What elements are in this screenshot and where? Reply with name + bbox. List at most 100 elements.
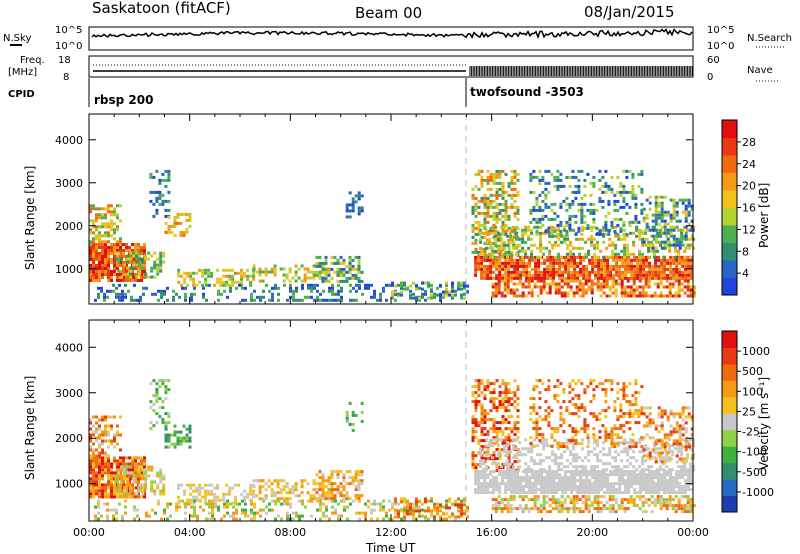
scatter-cell bbox=[522, 258, 526, 262]
scatter-cell bbox=[424, 517, 427, 521]
scatter-cell bbox=[611, 282, 615, 286]
scatter-cell bbox=[157, 502, 160, 506]
scatter-cell bbox=[474, 196, 478, 200]
scatter-cell bbox=[660, 258, 664, 262]
scatter-cell bbox=[678, 488, 682, 492]
scatter-cell bbox=[113, 471, 116, 475]
scatter-cell bbox=[216, 277, 220, 281]
scatter-cell bbox=[177, 495, 181, 499]
scatter-cell bbox=[312, 488, 316, 492]
scatter-cell bbox=[116, 433, 119, 437]
scatter-cell bbox=[654, 201, 658, 205]
scatter-cell bbox=[513, 379, 517, 383]
scatter-cell bbox=[333, 494, 337, 498]
scatter-cell bbox=[569, 279, 573, 283]
scatter-cell bbox=[318, 264, 322, 268]
scatter-cell bbox=[349, 502, 352, 506]
scatter-cell bbox=[524, 279, 528, 283]
scatter-cell bbox=[633, 476, 637, 480]
scatter-cell bbox=[674, 294, 678, 298]
scatter-cell bbox=[503, 246, 507, 250]
scatter-cell bbox=[123, 486, 127, 490]
scatter-cell bbox=[654, 246, 658, 250]
scatter-cell bbox=[97, 511, 100, 515]
scatter-cell bbox=[507, 488, 511, 492]
scatter-cell bbox=[531, 470, 535, 474]
scatter-cell bbox=[635, 234, 639, 238]
scatter-cell bbox=[289, 286, 292, 290]
scatter-cell bbox=[650, 240, 654, 244]
scatter-cell bbox=[330, 488, 334, 492]
scatter-cell bbox=[684, 485, 688, 489]
scatter-cell bbox=[424, 292, 427, 296]
scatter-cell bbox=[491, 282, 495, 286]
scatter-cell bbox=[201, 271, 205, 275]
scatter-cell bbox=[509, 291, 513, 295]
scatter-cell bbox=[624, 273, 628, 277]
scatter-cell bbox=[669, 488, 673, 492]
scatter-cell bbox=[400, 517, 403, 521]
scatter-cell bbox=[336, 488, 340, 492]
scatter-cell bbox=[644, 282, 648, 286]
scatter-cell bbox=[303, 479, 307, 483]
scatter-cell bbox=[542, 288, 546, 292]
scatter-cell bbox=[591, 488, 595, 492]
scatter-cell bbox=[512, 438, 516, 442]
scatter-cell bbox=[507, 273, 511, 277]
scatter-cell bbox=[613, 193, 617, 197]
scatter-cell bbox=[495, 181, 499, 185]
scatter-cell bbox=[364, 283, 367, 287]
scatter-cell bbox=[552, 479, 556, 483]
scatter-cell bbox=[132, 266, 136, 270]
scatter-cell bbox=[687, 473, 691, 477]
scatter-cell bbox=[544, 193, 548, 197]
scatter-cell bbox=[482, 468, 486, 472]
scatter-cell bbox=[445, 293, 448, 297]
scatter-cell bbox=[593, 282, 597, 286]
scatter-cell bbox=[142, 286, 145, 290]
scatter-cell bbox=[397, 509, 400, 513]
scatter-cell bbox=[552, 267, 556, 271]
scatter-cell bbox=[116, 276, 119, 279]
scatter-cell bbox=[648, 491, 652, 495]
scatter-cell bbox=[352, 298, 355, 302]
scatter-cell bbox=[167, 199, 171, 203]
scatter-cell bbox=[103, 502, 106, 506]
scatter-cell bbox=[110, 439, 113, 443]
scatter-cell bbox=[562, 184, 566, 188]
scatter-cell bbox=[589, 181, 593, 185]
scatter-cell bbox=[592, 175, 596, 179]
scatter-cell bbox=[357, 264, 361, 268]
scatter-cell bbox=[498, 276, 502, 280]
scatter-cell bbox=[672, 479, 676, 483]
scatter-cell bbox=[259, 508, 262, 512]
scatter-cell bbox=[512, 294, 516, 298]
scatter-cell bbox=[602, 291, 606, 295]
scatter-cell bbox=[633, 488, 637, 492]
scatter-cell bbox=[492, 388, 496, 392]
scatter-cell bbox=[116, 442, 119, 446]
scatter-cell bbox=[154, 292, 157, 296]
scatter-cell bbox=[234, 271, 238, 275]
scatter-cell bbox=[486, 264, 490, 268]
scatter-cell bbox=[360, 270, 364, 274]
scatter-cell bbox=[489, 439, 493, 443]
scatter-cell bbox=[330, 497, 334, 501]
scatter-cell bbox=[621, 261, 625, 265]
scatter-cell bbox=[95, 273, 98, 276]
scatter-cell bbox=[605, 294, 609, 298]
scatter-cell bbox=[535, 208, 539, 212]
scatter-cell bbox=[657, 204, 661, 208]
scatter-cell bbox=[675, 485, 679, 489]
scatter-cell bbox=[409, 284, 412, 288]
scatter-cell bbox=[95, 477, 98, 481]
scatter-cell bbox=[607, 199, 611, 203]
scatter-cell bbox=[337, 514, 340, 518]
scatter-cell bbox=[559, 229, 563, 233]
scatter-cell bbox=[324, 276, 328, 280]
scatter-cell bbox=[631, 175, 635, 179]
scatter-cell bbox=[124, 295, 127, 299]
scatter-cell bbox=[578, 294, 582, 298]
scatter-cell bbox=[252, 479, 256, 483]
scatter-cell bbox=[555, 482, 559, 486]
